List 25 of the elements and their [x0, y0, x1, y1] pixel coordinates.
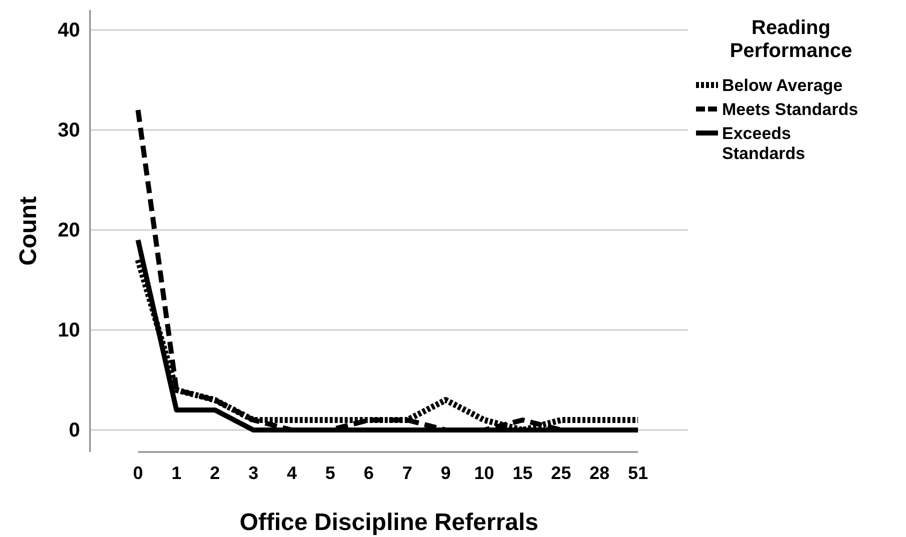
x-tick-label: 1 [171, 462, 182, 483]
x-tick-label: 25 [551, 462, 572, 483]
x-tick-label: 51 [628, 462, 648, 483]
x-tick-label: 2 [210, 462, 220, 483]
x-tick-label: 28 [590, 462, 610, 483]
legend-label: Below Average [722, 76, 843, 95]
y-tick-label: 10 [58, 319, 80, 342]
y-axis-title: Count [15, 196, 42, 266]
x-tick-label: 4 [286, 462, 297, 483]
x-tick-label: 7 [402, 462, 412, 483]
y-tick-label: 40 [58, 19, 80, 42]
y-tick-label: 20 [58, 219, 80, 242]
legend-label: Meets Standards [722, 100, 858, 119]
y-tick-label: 30 [58, 119, 80, 142]
legend-label: Exceeds Standards [722, 124, 806, 163]
x-tick-label: 3 [248, 462, 258, 483]
x-tick-label: 5 [325, 462, 336, 483]
x-tick-label: 6 [364, 462, 374, 483]
y-tick-label: 0 [68, 419, 80, 442]
x-tick-label: 9 [440, 462, 451, 483]
x-axis-title: Office Discipline Referrals [240, 509, 538, 536]
x-tick-label: 15 [512, 462, 533, 483]
x-tick-label: 10 [474, 462, 494, 483]
x-tick-label: 0 [132, 462, 144, 483]
legend-title: Reading Performance [730, 17, 852, 62]
